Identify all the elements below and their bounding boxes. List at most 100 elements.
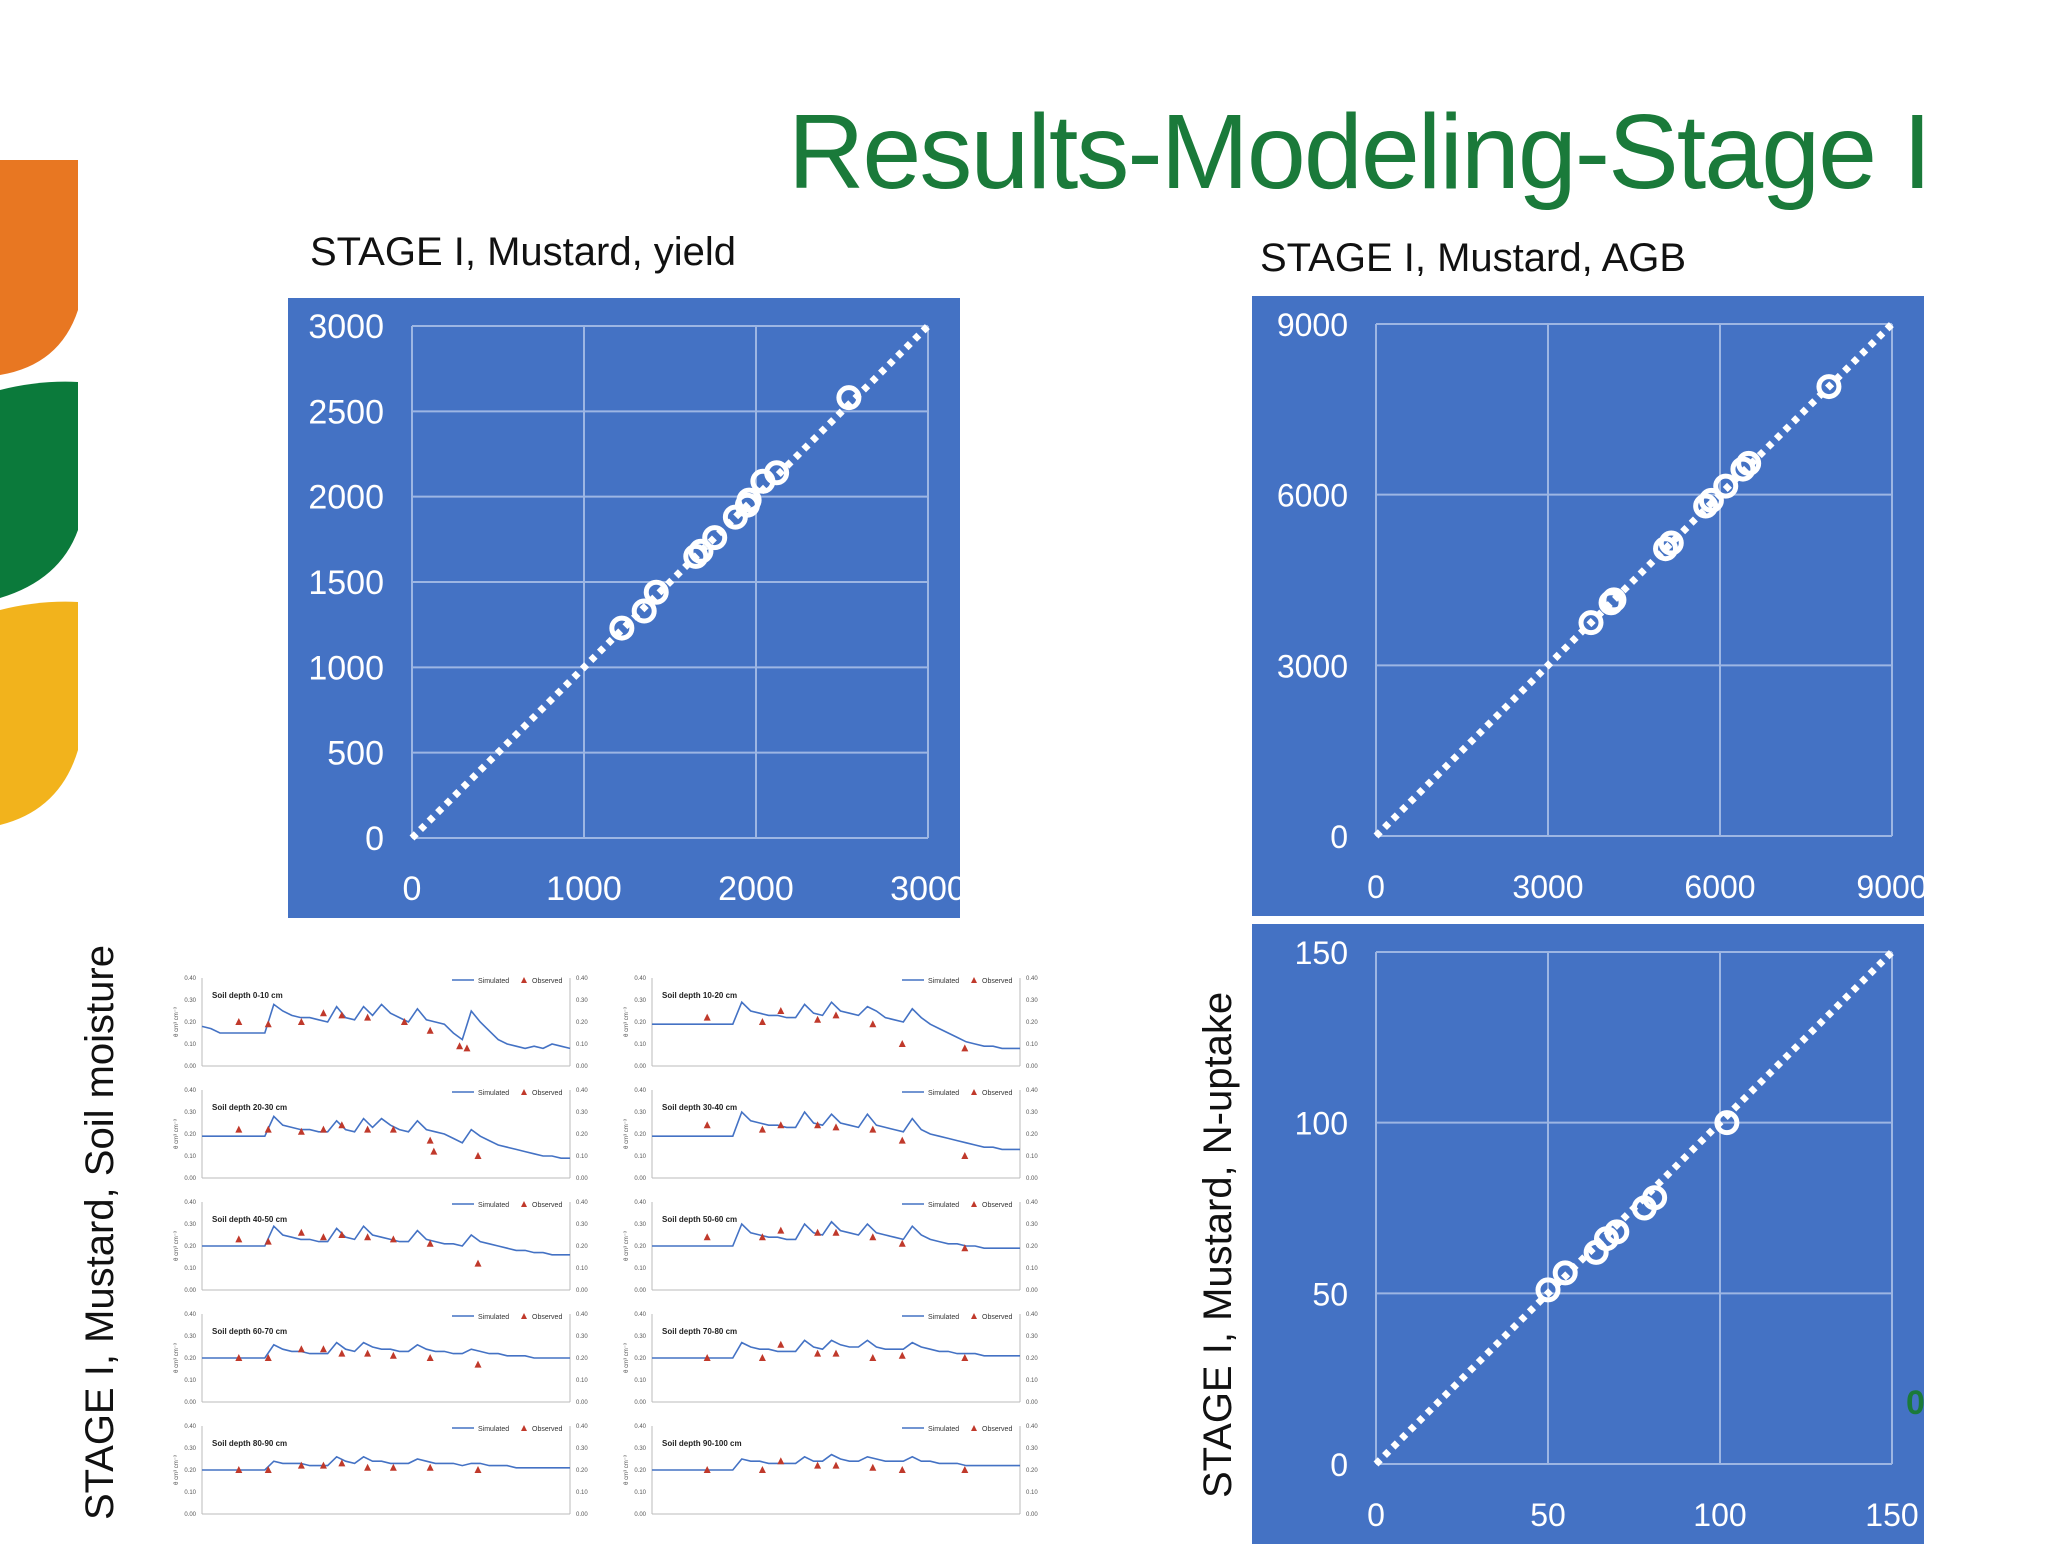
data-point xyxy=(836,385,862,411)
sm-y-tick-right: 0.10 xyxy=(576,1378,588,1384)
sm-legend-sim: Simulated xyxy=(928,1314,959,1321)
sm-legend-obs: Observed xyxy=(982,1314,1012,1321)
logo-orange-shape xyxy=(0,160,78,375)
sm-y-tick: 0.40 xyxy=(184,1088,196,1094)
sm-observed-point xyxy=(426,1026,434,1034)
y-tick-label: 1000 xyxy=(308,649,384,687)
sm-y-tick-right: 0.10 xyxy=(1026,1490,1038,1496)
sm-y-tick: 0.20 xyxy=(634,1356,646,1362)
sm-observed-point xyxy=(319,1345,327,1353)
y-tick-label: 3000 xyxy=(1277,648,1348,684)
sm-y-tick: 0.00 xyxy=(184,1288,196,1294)
sm-y-tick: 0.40 xyxy=(634,1200,646,1206)
sm-y-tick: 0.00 xyxy=(634,1512,646,1518)
sm-legend-obs: Observed xyxy=(532,1426,562,1433)
sm-y-tick: 0.00 xyxy=(634,1064,646,1070)
data-point xyxy=(1713,473,1739,499)
sm-observed-point xyxy=(898,1351,906,1359)
sm-y-tick: 0.20 xyxy=(634,1468,646,1474)
sm-observed-point xyxy=(832,1349,840,1357)
y-tick-label: 150 xyxy=(1295,935,1348,971)
sm-legend-sim: Simulated xyxy=(928,1090,959,1097)
soil-moisture-grid: 0.00 0.00 0.10 0.10 0.20 0.20 0.30 0.30 0.40 0.40… xyxy=(174,976,1038,1518)
data-point xyxy=(1816,374,1842,400)
sm-y-tick-right: 0.30 xyxy=(1026,1110,1038,1116)
data-point xyxy=(1698,487,1724,513)
x-tick-label: 6000 xyxy=(1684,869,1755,905)
sm-observed-point xyxy=(777,1121,785,1129)
sm-legend-sim: Simulated xyxy=(478,1090,509,1097)
sm-observed-point xyxy=(364,1125,372,1133)
sm-observed-point xyxy=(319,1461,327,1469)
sm-y-tick: 0.30 xyxy=(184,1334,196,1340)
sm-observed-point xyxy=(758,1233,766,1241)
data-point xyxy=(1658,530,1684,556)
sm-observed-point xyxy=(869,1354,877,1361)
sm-observed-point xyxy=(814,1121,822,1129)
sm-observed-point xyxy=(338,1231,346,1238)
sm-y-tick: 0.10 xyxy=(184,1266,196,1272)
sm-y-tick: 0.20 xyxy=(184,1468,196,1474)
sm-simulated-line xyxy=(202,1455,570,1471)
sm-observed-point xyxy=(426,1239,434,1247)
sm-observed-point xyxy=(961,1466,969,1473)
sm-y-tick-right: 0.00 xyxy=(576,1400,588,1406)
y-tick-label: 2000 xyxy=(308,479,384,517)
agb-chart-title: STAGE I, Mustard, AGB xyxy=(1260,236,1687,280)
sm-observed-point xyxy=(364,1463,372,1471)
sm-legend-obs-swatch xyxy=(971,1201,977,1207)
sm-observed-point xyxy=(814,1015,822,1023)
sm-observed-point xyxy=(869,1125,877,1133)
sm-y-tick-right: 0.20 xyxy=(576,1468,588,1474)
sm-observed-point xyxy=(364,1013,372,1021)
data-point xyxy=(1552,1260,1578,1286)
sm-legend-obs: Observed xyxy=(532,1090,562,1097)
sm-depth-label: Soil depth 0-10 cm xyxy=(212,991,283,1000)
sm-legend-obs-swatch xyxy=(521,1425,527,1431)
yield-chart-title: STAGE I, Mustard, yield xyxy=(310,230,737,274)
sm-observed-point xyxy=(463,1044,471,1052)
sm-y-tick: 0.40 xyxy=(184,1200,196,1206)
sm-observed-point xyxy=(235,1466,243,1473)
sm-observed-point xyxy=(319,1233,327,1241)
sm-y-tick-right: 0.40 xyxy=(1026,1200,1038,1206)
sm-depth-label: Soil depth 30-40 cm xyxy=(662,1103,737,1112)
sm-y-tick-right: 0.40 xyxy=(1026,1424,1038,1430)
sm-observed-point xyxy=(961,1152,969,1159)
sm-observed-point xyxy=(456,1042,464,1050)
sm-y-tick-right: 0.10 xyxy=(576,1490,588,1496)
sm-observed-point xyxy=(814,1228,822,1236)
sm-y-tick: 0.20 xyxy=(184,1132,196,1138)
sm-y-tick-right: 0.00 xyxy=(576,1288,588,1294)
sm-y-tick-right: 0.10 xyxy=(1026,1378,1038,1384)
sm-y-tick: 0.40 xyxy=(184,976,196,982)
sm-y-tick: 0.20 xyxy=(634,1244,646,1250)
sm-observed-point xyxy=(474,1360,482,1368)
sm-y-tick: 0.00 xyxy=(634,1400,646,1406)
sm-y-tick: 0.00 xyxy=(184,1512,196,1518)
sm-legend-sim: Simulated xyxy=(478,978,509,985)
sm-simulated-line xyxy=(202,1115,570,1159)
y-tick-label: 1500 xyxy=(308,564,384,602)
sm-observed-point xyxy=(297,1228,305,1236)
sm-observed-point xyxy=(389,1351,397,1359)
sm-observed-point xyxy=(235,1235,243,1243)
x-tick-label: 2000 xyxy=(718,870,794,908)
sm-y-tick: 0.00 xyxy=(184,1176,196,1182)
sm-y-tick-right: 0.00 xyxy=(576,1064,588,1070)
sm-simulated-line xyxy=(652,1110,1020,1151)
sm-observed-point xyxy=(297,1018,305,1025)
sm-y-tick: 0.40 xyxy=(634,976,646,982)
slide-title: Results-Modeling-Stage I xyxy=(787,93,1932,211)
sm-legend-obs-swatch xyxy=(521,1201,527,1207)
sm-y-tick-right: 0.40 xyxy=(576,1088,588,1094)
sm-observed-point xyxy=(389,1235,397,1243)
n-uptake-vertical-label: STAGE I, Mustard, N-uptake xyxy=(1196,991,1240,1498)
sm-observed-point xyxy=(703,1466,711,1473)
sm-y-tick-right: 0.40 xyxy=(576,1200,588,1206)
sm-y-tick: 0.40 xyxy=(634,1312,646,1318)
sm-observed-point xyxy=(338,1349,346,1357)
sm-y-tick: 0.20 xyxy=(634,1020,646,1026)
agb-scatter-plot: 0 3000 6000 9000 0 3000 6000 9000 xyxy=(1277,307,1924,905)
sm-depth-label: Soil depth 10-20 cm xyxy=(662,991,737,1000)
